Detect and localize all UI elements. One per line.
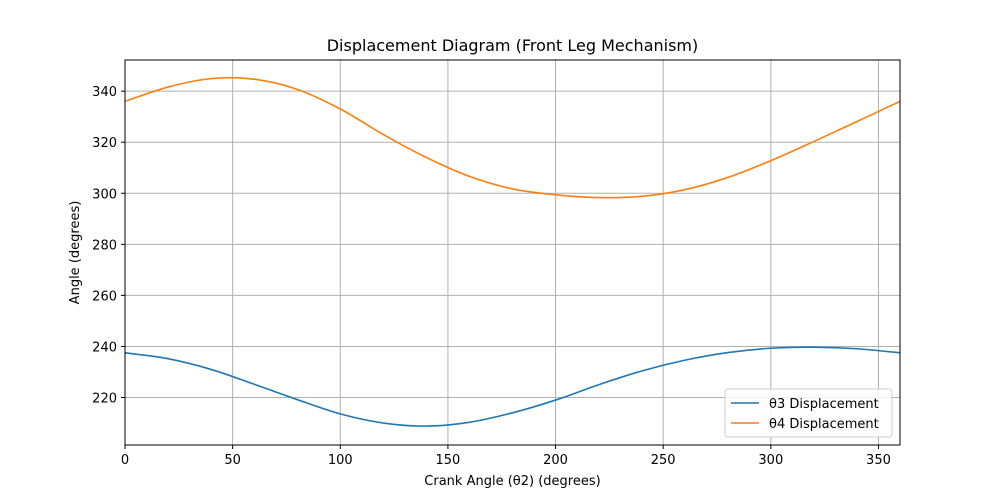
y-axis-label: Angle (degrees) — [68, 201, 83, 305]
chart-title: Displacement Diagram (Front Leg Mechanis… — [327, 36, 699, 55]
legend: θ3 Displacement θ4 Displacement — [724, 388, 893, 438]
grid — [124, 60, 900, 445]
x-axis-label: Crank Angle (θ2) (degrees) — [424, 474, 600, 489]
x-tick-label: 300 — [758, 453, 783, 468]
x-tick-label: 0 — [121, 453, 129, 468]
x-tick-label: 350 — [866, 453, 891, 468]
x-tick-label: 150 — [436, 453, 461, 468]
x-tick-label: 200 — [543, 453, 568, 468]
y-tick-label: 340 — [92, 85, 117, 100]
y-tick-label: 260 — [92, 289, 117, 304]
legend-label: θ3 Displacement — [769, 397, 879, 412]
y-tick-label: 240 — [92, 340, 117, 355]
legend-label: θ4 Displacement — [769, 417, 879, 432]
x-tick-label: 250 — [651, 453, 676, 468]
series-line-theta3 — [124, 346, 901, 427]
ticks: 0 50 100 150 200 250 300 350 220 240 260 280 300 320 3… — [92, 85, 891, 468]
legend-box — [724, 388, 893, 438]
y-tick-label: 280 — [92, 238, 117, 253]
x-tick-label: 100 — [328, 453, 353, 468]
y-tick-label: 220 — [92, 392, 117, 407]
y-tick-label: 320 — [92, 136, 117, 151]
series-group — [124, 76, 901, 427]
series-line-theta4 — [124, 76, 901, 199]
x-tick-label: 50 — [224, 453, 241, 468]
y-tick-label: 300 — [92, 187, 117, 202]
plot-frame — [124, 59, 901, 446]
